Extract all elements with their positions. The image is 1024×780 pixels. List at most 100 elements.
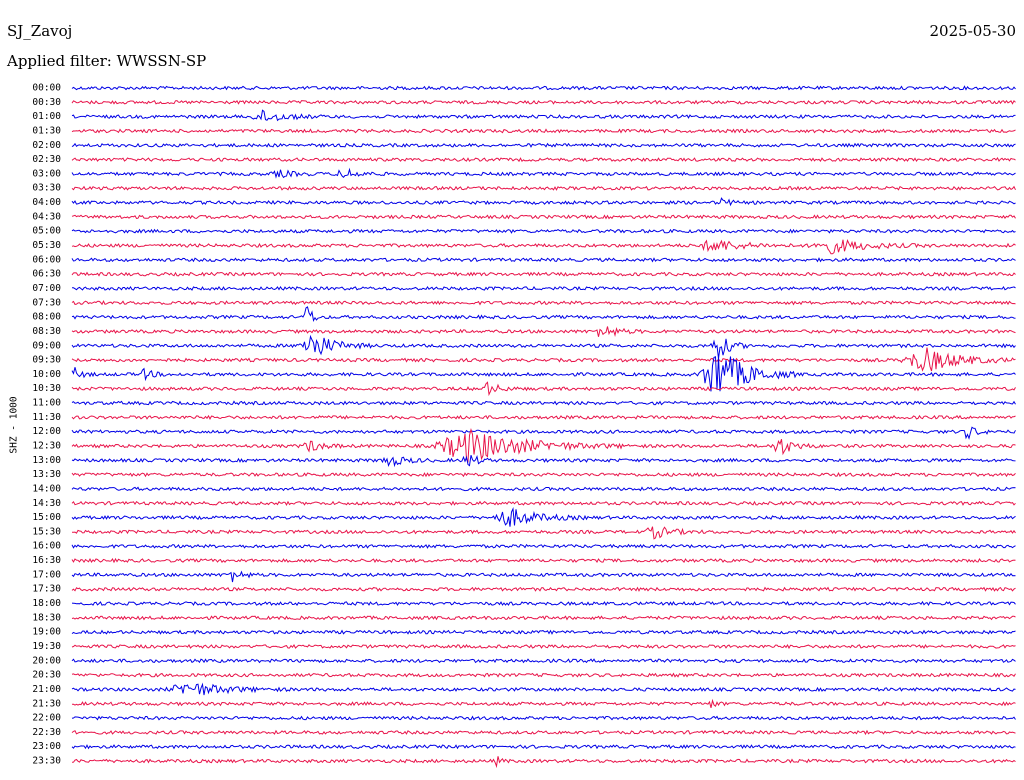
row-label: 15:00 xyxy=(32,512,61,523)
row-label: 08:30 xyxy=(32,326,61,337)
trace xyxy=(71,570,1016,583)
trace xyxy=(71,507,1016,527)
axis-label: SHZ - 1000 xyxy=(9,396,20,453)
traces: 00:00 00:30 01:00 01:30 02:00 02:30 03:00 03:30… xyxy=(32,83,1016,769)
row-label: 19:00 xyxy=(32,627,61,638)
trace xyxy=(71,334,1016,359)
trace xyxy=(71,326,1016,337)
row-label: 01:00 xyxy=(32,111,61,122)
trace xyxy=(71,99,1016,105)
row-label: 20:00 xyxy=(32,655,61,666)
trace xyxy=(71,682,1016,696)
row-label: 00:30 xyxy=(32,97,61,108)
row-label: 18:00 xyxy=(32,598,61,609)
row-label: 07:30 xyxy=(32,297,61,308)
trace xyxy=(71,400,1016,406)
date: 2025-05-30 xyxy=(930,22,1016,40)
trace xyxy=(71,428,1016,463)
row-label: 13:00 xyxy=(32,455,61,466)
row-label: 21:00 xyxy=(32,684,61,695)
row-label: 08:00 xyxy=(32,312,61,323)
row-label: 16:00 xyxy=(32,541,61,552)
trace xyxy=(71,128,1016,134)
trace xyxy=(71,543,1016,549)
trace xyxy=(71,586,1016,592)
row-label: 11:30 xyxy=(32,412,61,423)
row-label: 04:00 xyxy=(32,197,61,208)
trace xyxy=(71,257,1016,263)
trace xyxy=(71,715,1016,721)
row-label: 03:30 xyxy=(32,183,61,194)
trace xyxy=(71,672,1016,678)
row-label: 12:30 xyxy=(32,441,61,452)
trace xyxy=(71,197,1016,207)
row-label: 20:30 xyxy=(32,670,61,681)
trace xyxy=(71,214,1016,220)
trace xyxy=(71,658,1016,664)
trace xyxy=(71,486,1016,492)
row-label: 01:30 xyxy=(32,125,61,136)
row-label: 10:00 xyxy=(32,369,61,380)
trace xyxy=(71,426,1016,440)
row-label: 22:30 xyxy=(32,727,61,738)
trace xyxy=(71,500,1016,506)
trace xyxy=(71,629,1016,635)
trace xyxy=(71,471,1016,478)
row-label: 07:00 xyxy=(32,283,61,294)
row-label: 04:30 xyxy=(32,211,61,222)
trace xyxy=(71,698,1016,709)
row-label: 17:30 xyxy=(32,584,61,595)
row-label: 13:30 xyxy=(32,469,61,480)
trace xyxy=(71,228,1016,234)
row-label: 06:30 xyxy=(32,269,61,280)
trace xyxy=(71,744,1016,750)
row-label: 11:00 xyxy=(32,398,61,409)
row-label: 21:30 xyxy=(32,698,61,709)
trace xyxy=(71,239,1016,255)
trace xyxy=(71,643,1016,650)
row-label: 05:30 xyxy=(32,240,61,251)
row-label: 00:00 xyxy=(32,83,61,94)
trace xyxy=(71,615,1016,621)
trace xyxy=(71,142,1016,148)
row-label: 14:30 xyxy=(32,498,61,509)
trace xyxy=(71,600,1016,607)
trace xyxy=(71,356,1016,392)
row-label: 06:00 xyxy=(32,254,61,265)
row-label: 14:00 xyxy=(32,483,61,494)
trace xyxy=(71,300,1016,306)
trace xyxy=(71,271,1016,277)
trace xyxy=(71,557,1016,564)
trace xyxy=(71,285,1016,291)
row-label: 15:30 xyxy=(32,526,61,537)
row-label: 22:00 xyxy=(32,713,61,724)
row-label: 02:30 xyxy=(32,154,61,165)
trace xyxy=(71,109,1016,122)
trace xyxy=(72,526,1016,540)
trace xyxy=(71,756,1016,769)
trace xyxy=(71,185,1016,191)
row-label: 09:30 xyxy=(32,355,61,366)
row-label: 10:30 xyxy=(32,383,61,394)
trace xyxy=(71,167,1016,179)
row-label: 16:30 xyxy=(32,555,61,566)
row-label: 17:00 xyxy=(32,569,61,580)
row-label: 02:00 xyxy=(32,140,61,151)
row-label: 19:30 xyxy=(32,641,61,652)
trace xyxy=(71,157,1016,163)
row-label: 18:30 xyxy=(32,612,61,623)
station-name: SJ_Zavoj xyxy=(7,22,72,40)
trace xyxy=(71,414,1016,420)
filter-label: Applied filter: WWSSN-SP xyxy=(6,52,206,70)
trace xyxy=(71,729,1016,736)
row-label: 05:00 xyxy=(32,226,61,237)
row-label: 12:00 xyxy=(32,426,61,437)
row-label: 23:00 xyxy=(32,741,61,752)
row-label: 03:00 xyxy=(32,168,61,179)
trace xyxy=(71,454,1016,468)
trace xyxy=(71,306,1016,322)
row-label: 09:00 xyxy=(32,340,61,351)
trace xyxy=(71,381,1016,397)
row-label: 23:30 xyxy=(32,756,61,767)
